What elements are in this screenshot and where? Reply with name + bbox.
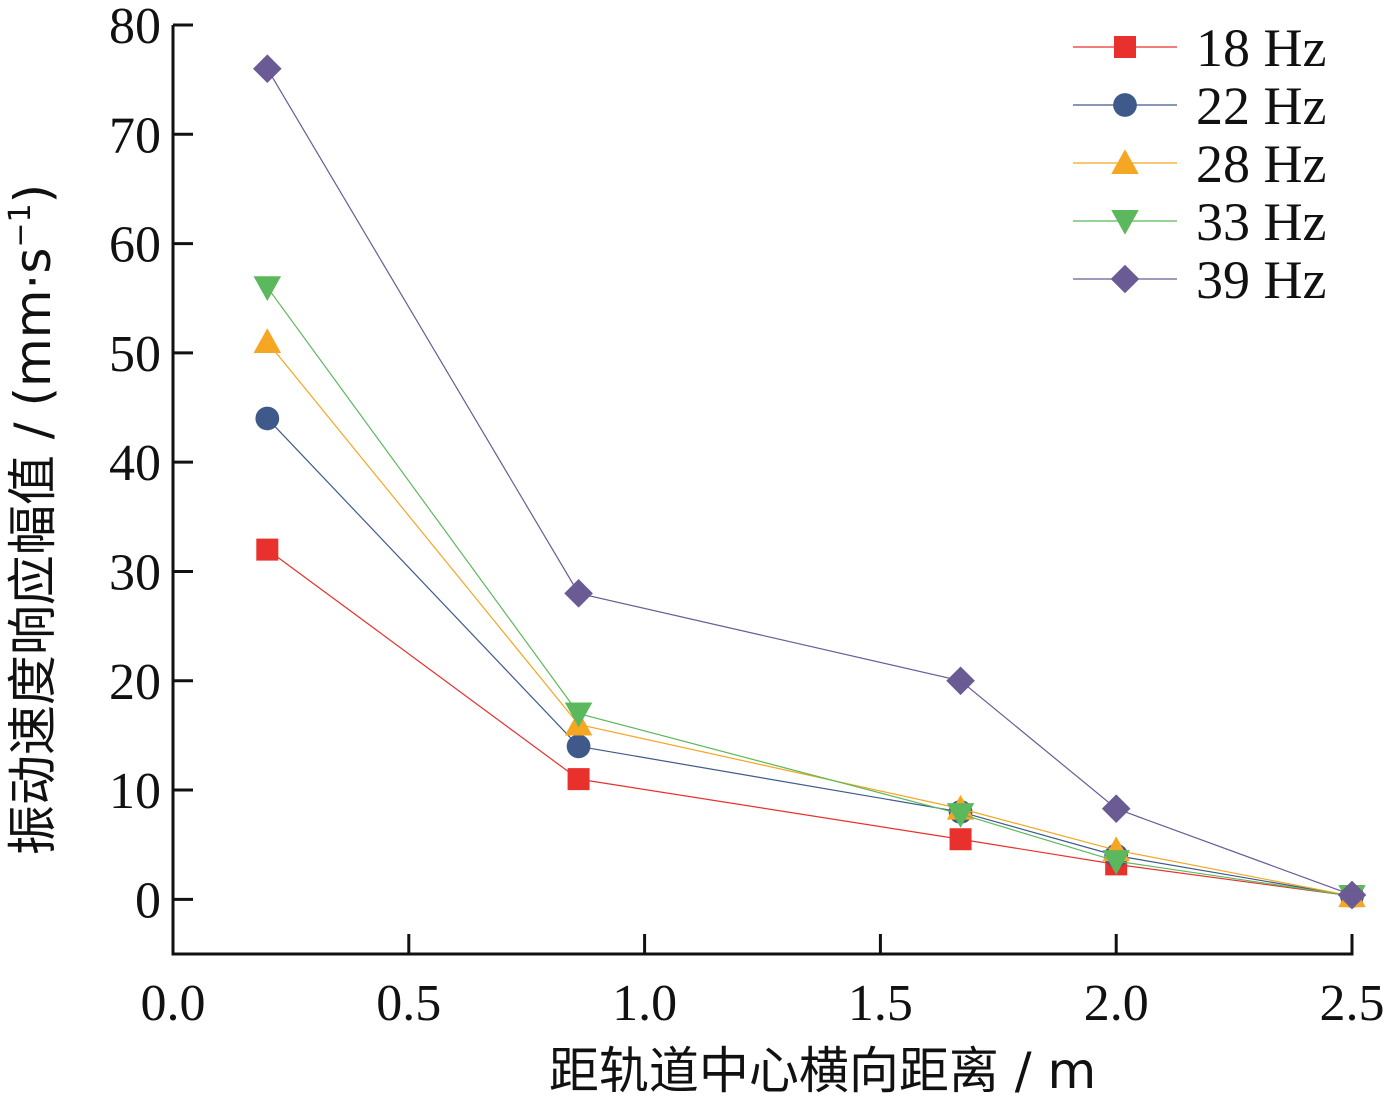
legend-label: 33 Hz	[1196, 192, 1326, 252]
y-tick-label: 0	[135, 872, 161, 929]
data-point-33hz	[564, 702, 593, 728]
y-axis-title-superscript: −1	[3, 203, 38, 247]
legend-item-33hz: 33 Hz	[1073, 192, 1326, 252]
y-tick-label: 70	[109, 107, 161, 164]
data-point-28hz	[253, 328, 282, 353]
series-line-18hz	[266, 549, 1353, 897]
y-ticks: 0 10 20 30 40 50 60 70 80	[109, 0, 193, 929]
data-point-18hz	[256, 538, 279, 561]
series-22hz	[255, 406, 1364, 908]
series-line-33hz	[266, 286, 1353, 897]
x-tick-label: 1.5	[848, 975, 913, 1032]
series-18hz	[256, 538, 1363, 908]
legend-label: 22 Hz	[1196, 76, 1326, 136]
axes	[171, 25, 1354, 956]
data-point-39hz	[946, 666, 975, 696]
x-tick-label: 2.5	[1320, 975, 1385, 1032]
series-line-39hz	[266, 68, 1353, 896]
y-tick-label: 10	[109, 763, 161, 820]
legend-label: 39 Hz	[1196, 250, 1326, 310]
data-point-39hz	[564, 579, 593, 608]
x-tick-label: 2.0	[1084, 975, 1149, 1032]
series-39hz	[253, 54, 1367, 910]
legend-label: 18 Hz	[1196, 18, 1326, 78]
y-axis-title-main: 振动速度响应幅值 / (mm·s	[4, 248, 62, 856]
y-tick-label: 20	[109, 654, 161, 711]
x-axis-title: 距轨道中心横向距离 / m	[549, 1042, 1096, 1100]
series-line-22hz	[266, 418, 1353, 897]
series-line-28hz	[266, 341, 1353, 897]
legend-item-28hz: 28 Hz	[1073, 134, 1326, 194]
series-28hz	[253, 328, 1366, 908]
data-point-39hz	[1101, 794, 1131, 823]
data-point-39hz	[253, 54, 282, 84]
data-point-22hz	[255, 406, 280, 431]
legend-item-39hz: 39 Hz	[1073, 250, 1326, 310]
x-tick-label: 1.0	[612, 975, 677, 1032]
data-point-18hz	[567, 768, 590, 791]
series-33hz	[253, 276, 1366, 910]
legend-label: 28 Hz	[1196, 134, 1326, 194]
data-point-33hz	[253, 276, 282, 302]
y-tick-label: 40	[109, 435, 161, 492]
series-layer	[253, 54, 1367, 910]
legend-marker	[1114, 36, 1136, 58]
legend-marker	[1110, 264, 1140, 294]
x-tick-label: 0.0	[141, 975, 206, 1032]
y-axis-title: 振动速度响应幅值 / (mm·s−1)	[3, 184, 62, 855]
y-tick-label: 30	[109, 544, 161, 601]
legend-item-22hz: 22 Hz	[1073, 76, 1326, 136]
data-point-18hz	[949, 828, 972, 851]
legend-marker	[1111, 210, 1139, 235]
legend-marker	[1113, 93, 1137, 117]
legend-marker	[1111, 149, 1139, 174]
data-point-33hz	[946, 803, 975, 828]
data-point-33hz	[1102, 850, 1130, 875]
x-ticks: 0.0 0.5 1.0 1.5 2.0 2.5	[141, 934, 1385, 1032]
legend-item-18hz: 18 Hz	[1073, 18, 1326, 78]
y-axis-title-tail: )	[4, 184, 62, 204]
data-point-39hz	[1337, 880, 1367, 910]
y-tick-label: 80	[109, 0, 161, 55]
y-tick-label: 50	[109, 326, 161, 383]
data-point-22hz	[566, 734, 591, 759]
y-tick-label: 60	[109, 217, 161, 274]
x-tick-label: 0.5	[376, 975, 441, 1032]
